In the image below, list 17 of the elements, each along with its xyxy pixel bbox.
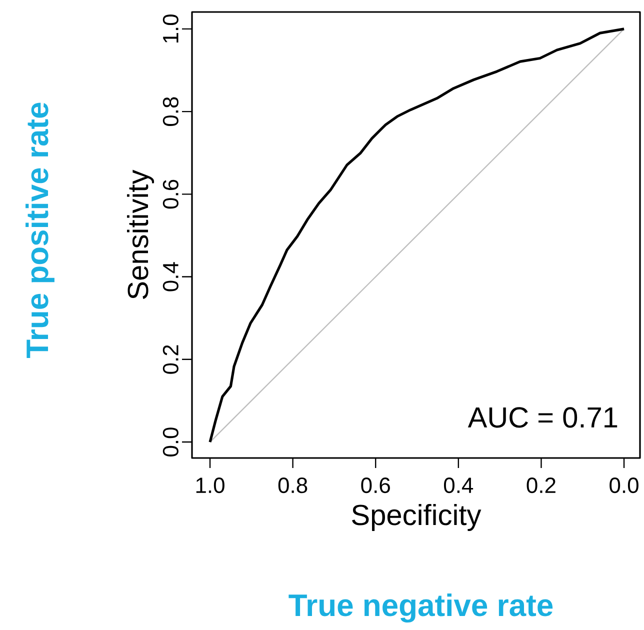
x-axis-title: Specificity — [352, 504, 482, 532]
x-tick-label: 0.2 — [526, 478, 556, 494]
y-axis-title: Sensitivity — [126, 170, 154, 299]
annotation: AUC = 0.71 — [468, 407, 618, 428]
x-tick-label: 0.0 — [610, 478, 638, 494]
y-tick-label: 0.4 — [162, 262, 178, 292]
text: True positive rate — [26, 102, 54, 358]
text: True negative rate — [288, 593, 553, 623]
x-tick-label: 0.8 — [278, 478, 308, 494]
x-tick-label: 0.4 — [444, 478, 474, 494]
y-tick-label: 0.8 — [162, 97, 178, 126]
x-tick-label: 1.0 — [196, 478, 224, 494]
y-tick-label: 1.0 — [162, 14, 178, 43]
y-tick-label: 0.0 — [162, 428, 178, 456]
y-tick-label: 0.2 — [162, 345, 178, 374]
x-tick-label: 0.6 — [361, 478, 390, 494]
y-tick-label: 0.6 — [162, 180, 178, 209]
